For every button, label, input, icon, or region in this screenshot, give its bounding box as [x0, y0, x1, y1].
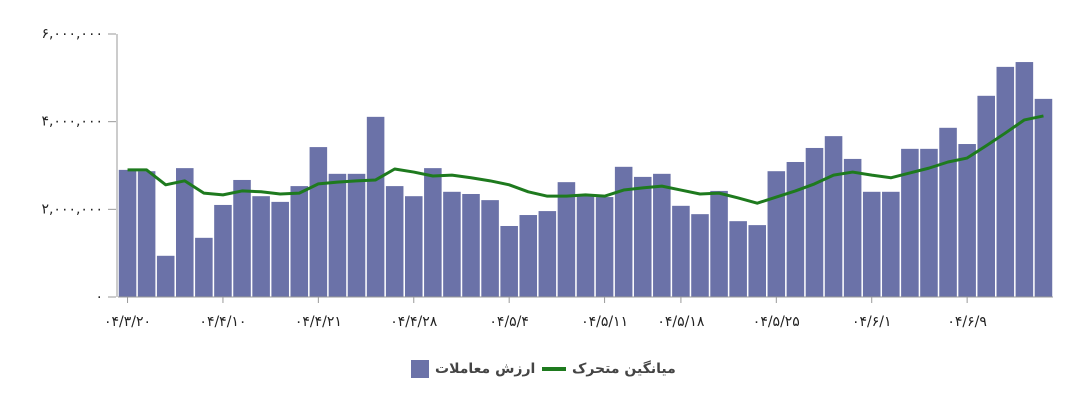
bar: [118, 169, 137, 297]
bar: [786, 161, 805, 297]
bar: [481, 200, 499, 297]
bar: [366, 116, 385, 297]
x-tick-label: ۰۴/۴/۲۸: [390, 314, 438, 330]
bar: [672, 205, 690, 297]
bar: [557, 182, 576, 297]
bar: [156, 255, 175, 297]
bar: [633, 176, 652, 297]
bar: [519, 215, 538, 297]
bar: [958, 144, 976, 297]
bar: [252, 196, 270, 297]
x-tick-label: ۰۴/۴/۱۰: [199, 314, 246, 330]
bar: [748, 225, 767, 297]
legend-label: ارزش معاملات: [435, 361, 535, 377]
bar: [1015, 62, 1034, 298]
line: [127, 114, 1044, 205]
x-tick-label: ۰۴/۵/۱۱: [581, 314, 628, 330]
bar: [385, 186, 404, 297]
bar: [939, 127, 957, 297]
bar: [1034, 98, 1053, 297]
x-tick-label: ۰۴/۳/۲۰: [104, 314, 151, 330]
legend-marker: [411, 360, 429, 378]
bar: [404, 196, 423, 297]
bar: [290, 186, 309, 297]
bar: [176, 168, 194, 297]
bar: [843, 158, 862, 297]
y-tick-label: ۲,۰۰۰,۰۰۰: [41, 201, 103, 217]
bar: [767, 171, 786, 297]
bar: [824, 136, 843, 297]
bar: [653, 173, 671, 297]
bar: [977, 95, 995, 298]
bar: [462, 193, 480, 297]
bar: [309, 147, 328, 297]
bar: [214, 204, 232, 297]
bar: [996, 66, 1015, 297]
bar: [500, 225, 518, 297]
bar: [614, 166, 633, 297]
y-tick-label: ۶,۰۰۰,۰۰۰: [41, 26, 103, 42]
bar: [271, 201, 289, 297]
bar: [710, 190, 728, 297]
bar: [195, 237, 213, 297]
bar: [862, 191, 881, 297]
y-tick-label: ۴,۰۰۰,۰۰۰: [41, 114, 103, 130]
x-tick-label: ۰۴/۶/۹: [947, 314, 987, 330]
bar: [538, 211, 557, 297]
x-tick-label: ۰۴/۵/۱۸: [657, 314, 705, 330]
bar: [805, 147, 824, 297]
bar: [328, 173, 347, 297]
bar: [347, 173, 366, 297]
bar: [595, 197, 614, 297]
bar: [882, 191, 900, 297]
bar: [729, 221, 747, 297]
x-tick-label: ۰۴/۶/۱: [852, 314, 892, 330]
x-tick-label: ۰۴/۴/۲۱: [295, 314, 342, 330]
bar: [920, 148, 938, 297]
y-tick-label: ۰: [95, 289, 103, 305]
bar: [901, 148, 919, 297]
bar: [424, 168, 442, 297]
x-tick-label: ۰۴/۵/۲۵: [753, 314, 800, 330]
bar: [576, 196, 595, 297]
x-tick-label: ۰۴/۵/۴: [489, 314, 529, 330]
legend-label: میانگین متحرک: [572, 360, 676, 377]
bar: [233, 179, 251, 297]
bar: [691, 214, 709, 297]
bar: [137, 171, 156, 297]
bar: [443, 191, 461, 297]
